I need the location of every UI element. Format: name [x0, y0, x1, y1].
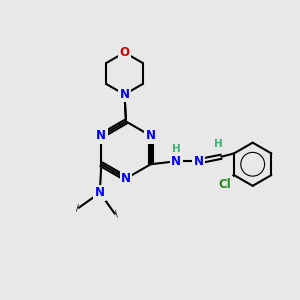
Text: /: /: [76, 203, 79, 212]
Text: N: N: [119, 88, 130, 101]
Text: H: H: [172, 144, 181, 154]
Text: N: N: [194, 155, 204, 168]
Text: N: N: [171, 155, 181, 168]
Text: H: H: [214, 139, 223, 149]
Text: O: O: [119, 46, 130, 59]
Text: N: N: [95, 186, 105, 199]
Text: N: N: [121, 172, 131, 185]
Text: N: N: [146, 129, 156, 142]
Text: Cl: Cl: [219, 178, 231, 190]
Text: \: \: [115, 209, 118, 218]
Text: N: N: [96, 129, 106, 142]
